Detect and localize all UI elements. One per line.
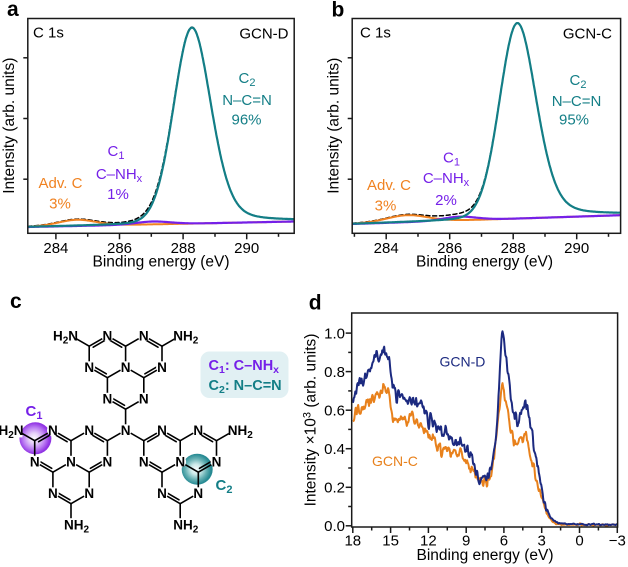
svg-text:288: 288 [171, 240, 196, 257]
svg-text:GCN-D: GCN-D [440, 354, 486, 370]
svg-text:Binding energy (eV): Binding energy (eV) [93, 254, 230, 271]
svg-text:N: N [103, 329, 113, 344]
svg-text:284: 284 [374, 240, 399, 257]
svg-text:N: N [193, 423, 203, 438]
svg-text:96%: 96% [231, 112, 261, 129]
svg-text:GCN-D: GCN-D [239, 25, 288, 42]
svg-text:H2N: H2N [0, 423, 24, 441]
svg-text:Binding energy (eV): Binding energy (eV) [416, 254, 553, 271]
svg-text:NH2: NH2 [64, 518, 90, 536]
svg-text:N: N [212, 455, 222, 470]
svg-text:C 1s: C 1s [360, 25, 391, 42]
svg-text:N: N [30, 455, 40, 470]
svg-text:N: N [84, 360, 94, 375]
svg-text:0.2: 0.2 [324, 480, 345, 497]
svg-text:N: N [175, 455, 185, 470]
svg-text:N: N [193, 486, 203, 501]
svg-text:N: N [139, 392, 149, 407]
svg-text:12: 12 [420, 533, 437, 550]
svg-text:290: 290 [564, 240, 589, 257]
svg-text:GCN-C: GCN-C [372, 453, 418, 469]
svg-text:0.0: 0.0 [324, 518, 345, 535]
svg-text:9: 9 [462, 533, 470, 550]
svg-text:18: 18 [344, 533, 361, 550]
svg-text:15: 15 [382, 533, 399, 550]
svg-text:NH2: NH2 [228, 423, 254, 441]
svg-text:0: 0 [575, 533, 583, 550]
svg-text:C–NHx: C–NHx [96, 166, 143, 185]
svg-text:Intensity (arb. units): Intensity (arb. units) [1, 58, 18, 194]
svg-text:a: a [7, 0, 19, 21]
svg-text:286: 286 [437, 240, 462, 257]
svg-text:H2N: H2N [53, 329, 78, 347]
svg-text:C 1s: C 1s [33, 25, 64, 42]
svg-text:0.4: 0.4 [324, 441, 345, 458]
svg-text:N: N [66, 455, 76, 470]
svg-text:Adv. C: Adv. C [367, 177, 411, 194]
svg-text:0.6: 0.6 [324, 402, 345, 419]
svg-text:N: N [84, 486, 94, 501]
svg-text:N: N [139, 455, 149, 470]
svg-text:NH2: NH2 [173, 329, 199, 347]
svg-text:Intensity (arb. units): Intensity (arb. units) [326, 58, 343, 194]
svg-text:N: N [121, 360, 131, 375]
svg-text:3: 3 [538, 533, 546, 550]
svg-text:c: c [10, 290, 22, 313]
svg-text:b: b [332, 0, 345, 21]
svg-text:GCN-C: GCN-C [563, 25, 612, 42]
svg-text:C1: C–NHx: C1: C–NHx [209, 358, 280, 376]
svg-text:290: 290 [234, 240, 259, 257]
svg-text:N: N [48, 486, 58, 501]
svg-text:N: N [157, 360, 167, 375]
svg-text:6: 6 [500, 533, 508, 550]
svg-text:Binding energy (eV): Binding energy (eV) [417, 547, 554, 564]
svg-text:C–NHx: C–NHx [423, 170, 470, 189]
svg-text:Intensity ×103 (arb. units): Intensity ×103 (arb. units) [302, 334, 320, 507]
svg-text:Adv. C: Adv. C [39, 175, 83, 192]
svg-text:N: N [103, 455, 113, 470]
svg-text:3%: 3% [49, 196, 71, 213]
svg-text:C2: N–C=N: C2: N–C=N [209, 378, 282, 396]
svg-text:1.0: 1.0 [324, 325, 345, 342]
svg-text:N–C=N: N–C=N [552, 93, 602, 110]
svg-text:N: N [157, 486, 167, 501]
svg-text:1%: 1% [107, 186, 129, 203]
svg-text:0.8: 0.8 [324, 364, 345, 381]
svg-text:284: 284 [43, 240, 68, 257]
svg-text:N: N [139, 329, 149, 344]
svg-text:N: N [48, 423, 58, 438]
svg-text:−3: −3 [609, 533, 626, 550]
svg-text:NH2: NH2 [173, 518, 199, 536]
svg-text:288: 288 [501, 240, 526, 257]
svg-text:3%: 3% [375, 198, 397, 215]
svg-text:2%: 2% [435, 192, 457, 209]
svg-text:286: 286 [107, 240, 132, 257]
svg-text:N: N [121, 423, 131, 438]
svg-text:N: N [84, 423, 94, 438]
svg-text:N: N [157, 423, 167, 438]
svg-text:N–C=N: N–C=N [222, 92, 272, 109]
svg-text:95%: 95% [559, 112, 589, 129]
svg-text:N: N [103, 392, 113, 407]
svg-text:d: d [309, 292, 322, 315]
